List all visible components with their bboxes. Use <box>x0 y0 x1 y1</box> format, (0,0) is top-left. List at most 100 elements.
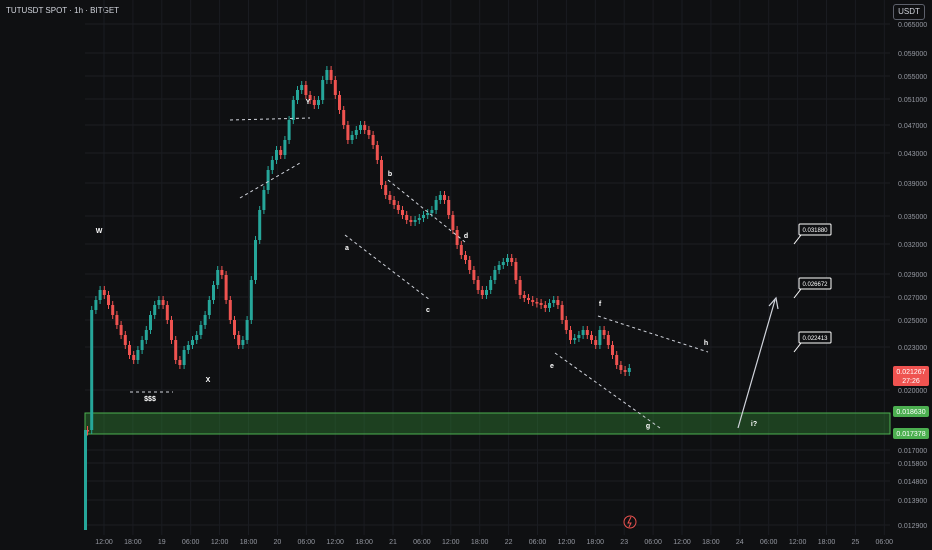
candle <box>338 95 341 110</box>
y-tick-label: 0.013900 <box>898 498 927 505</box>
candle <box>275 150 278 160</box>
candle <box>548 303 551 308</box>
x-tick-label: 23 <box>620 539 628 546</box>
candle <box>396 205 400 210</box>
y-tick-label: 0.027000 <box>898 295 927 302</box>
x-tick-label: 19 <box>158 539 166 546</box>
candle <box>447 200 451 215</box>
x-tick-label: 18:00 <box>124 539 142 546</box>
candle <box>128 345 131 355</box>
candle <box>291 100 295 120</box>
candle <box>308 95 312 100</box>
candle <box>371 135 375 145</box>
candle <box>535 302 539 304</box>
wave-labels: W $$$ X Ya b c d e f g h i? <box>96 99 757 430</box>
x-tick-label: 12:00 <box>211 539 229 546</box>
x-axis: 12:00 18:00 19 06:00 12:00 18:00 20 06:00 12:00 1… <box>95 539 893 546</box>
x-tick-label: 18:00 <box>355 539 373 546</box>
y-tick-label: 0.014800 <box>898 479 927 486</box>
candle <box>199 325 203 335</box>
y-tick-label: 0.047000 <box>898 123 927 130</box>
x-tick-label: 24 <box>736 539 744 546</box>
x-tick-label: 12:00 <box>558 539 576 546</box>
candle <box>493 270 497 280</box>
candle <box>573 338 577 340</box>
y-tick-label: 0.029000 <box>898 272 927 279</box>
y-tick-label: 0.043000 <box>898 151 927 158</box>
wave-label: $$$ <box>144 396 156 403</box>
wave-label: h <box>704 340 708 347</box>
candle <box>140 340 144 350</box>
callout-pointer <box>793 234 802 245</box>
y-tick-label: 0.017000 <box>898 448 927 455</box>
x-tick-label: 06:00 <box>413 539 431 546</box>
candle <box>266 170 270 190</box>
wave-label: X <box>206 377 211 384</box>
candle <box>258 210 262 240</box>
candle <box>174 340 178 360</box>
candle <box>342 110 346 125</box>
x-tick-label: 18:00 <box>587 539 605 546</box>
x-tick-label: 18:00 <box>818 539 836 546</box>
candle <box>459 245 463 255</box>
wave-line <box>229 117 311 121</box>
candle <box>569 330 572 340</box>
candle <box>405 215 409 220</box>
currency-button[interactable]: USDT <box>893 4 925 20</box>
candle <box>434 200 438 210</box>
candle <box>283 140 287 155</box>
target-label: 0.026672 <box>802 282 828 288</box>
candle <box>560 305 564 320</box>
chart-title: TUTUSDT SPOT · 1h · BITGET <box>6 6 120 15</box>
candle <box>317 100 320 105</box>
wave-label: a <box>345 245 349 252</box>
arrow-head <box>768 296 779 310</box>
x-tick-label: 06:00 <box>644 539 662 546</box>
candle <box>606 335 610 345</box>
x-tick-label: 18:00 <box>702 539 720 546</box>
projection-arrow <box>737 299 776 429</box>
candle <box>102 290 106 295</box>
candle <box>455 230 459 245</box>
candle <box>413 220 417 222</box>
candle <box>304 85 308 95</box>
candle <box>359 125 362 130</box>
candle <box>346 125 350 140</box>
x-tick-label: 18:00 <box>240 539 258 546</box>
candle <box>296 90 299 100</box>
candle <box>86 430 89 432</box>
candle <box>321 80 325 100</box>
y-tick-label: 0.015800 <box>898 461 927 468</box>
candle <box>489 280 493 290</box>
candle <box>216 270 220 285</box>
x-tick-label: 22 <box>505 539 513 546</box>
candle <box>543 305 547 308</box>
candle <box>527 298 530 300</box>
candle <box>577 335 581 338</box>
candle <box>384 185 388 195</box>
candle <box>203 315 207 325</box>
candle <box>161 300 165 305</box>
candle <box>564 320 568 330</box>
candle <box>354 130 358 135</box>
candle <box>417 218 421 220</box>
candle <box>300 85 304 90</box>
y-tick-label: 0.025000 <box>898 318 927 325</box>
current-price-label: 0.021267 <box>896 369 925 376</box>
target-box <box>798 277 832 290</box>
y-tick-label: 0.020000 <box>898 388 927 395</box>
wave-label: W <box>96 228 103 235</box>
candle <box>602 330 606 335</box>
target-boxes: 0.031880 0.026672 0.022413 <box>793 223 832 353</box>
candle <box>501 262 505 265</box>
candle <box>531 300 535 302</box>
x-tick-label: 06:00 <box>760 539 778 546</box>
candle <box>144 330 148 340</box>
candle <box>485 290 488 295</box>
candle <box>191 340 194 345</box>
wave-label: Y <box>306 99 311 106</box>
candle <box>480 290 484 295</box>
candle <box>178 360 182 365</box>
candle <box>627 368 631 372</box>
